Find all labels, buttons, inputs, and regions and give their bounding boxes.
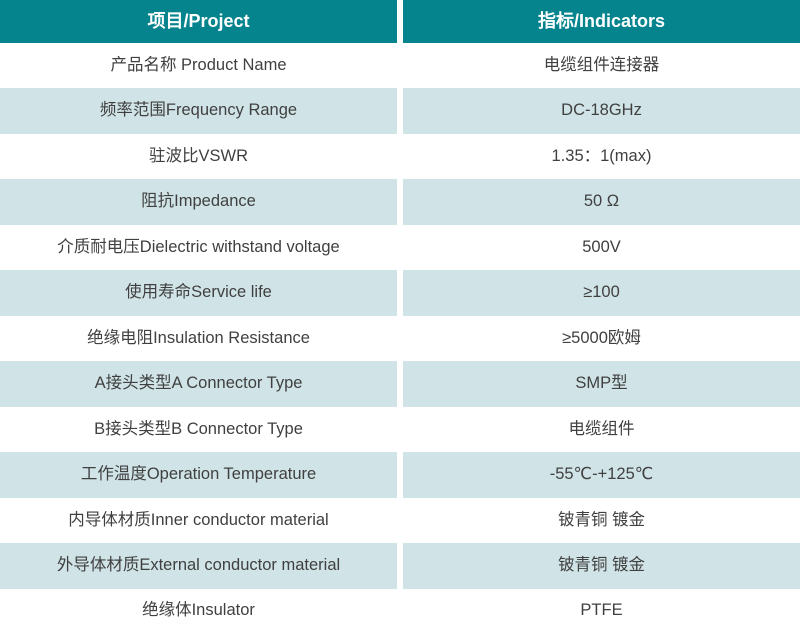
project-cell: 工作温度Operation Temperature	[0, 452, 397, 498]
indicator-cell: ≥5000欧姆	[403, 315, 800, 362]
project-cell: 使用寿命Service life	[0, 270, 397, 316]
table-row-9: B接头类型B Connector Type 电缆组件	[0, 406, 800, 453]
table-row-4: 阻抗Impedance 50 Ω	[0, 179, 800, 225]
project-cell: 驻波比VSWR	[0, 133, 397, 180]
project-cell: 频率范围Frequency Range	[0, 88, 397, 134]
table-row-6: 使用寿命Service life ≥100	[0, 270, 800, 316]
table-header: 项目/Project 指标/Indicators	[0, 0, 800, 43]
table-row-1: 产品名称 Product Name 电缆组件连接器	[0, 43, 800, 89]
table-row-12: 外导体材质External conductor material 铍青铜 镀金	[0, 543, 800, 589]
project-cell: 产品名称 Product Name	[0, 43, 397, 89]
project-cell: 外导体材质External conductor material	[0, 543, 397, 589]
indicator-cell: 电缆组件连接器	[403, 43, 800, 89]
table-row-10: 工作温度Operation Temperature -55℃-+125℃	[0, 452, 800, 498]
project-cell: 阻抗Impedance	[0, 179, 397, 225]
indicator-cell: 50 Ω	[403, 179, 800, 225]
indicator-cell: ≥100	[403, 270, 800, 316]
indicator-cell: DC-18GHz	[403, 88, 800, 134]
table-row-13: 绝缘体Insulator PTFE	[0, 588, 800, 634]
indicator-cell: SMP型	[403, 361, 800, 407]
table-row-3: 驻波比VSWR 1.35：1(max)	[0, 133, 800, 180]
project-cell: A接头类型A Connector Type	[0, 361, 397, 407]
indicator-cell: 1.35：1(max)	[403, 133, 800, 180]
project-cell: 绝缘电阻Insulation Resistance	[0, 315, 397, 362]
header-cell-project: 项目/Project	[0, 0, 397, 43]
table-row-8: A接头类型A Connector Type SMP型	[0, 361, 800, 407]
project-cell: 绝缘体Insulator	[0, 588, 397, 634]
indicator-cell: 电缆组件	[403, 406, 800, 453]
indicator-cell: -55℃-+125℃	[403, 452, 800, 498]
header-cell-indicators: 指标/Indicators	[403, 0, 800, 43]
indicator-cell: 铍青铜 镀金	[403, 543, 800, 589]
table-row-5: 介质耐电压Dielectric withstand voltage 500V	[0, 224, 800, 271]
project-cell: B接头类型B Connector Type	[0, 406, 397, 453]
table-row-7: 绝缘电阻Insulation Resistance ≥5000欧姆	[0, 315, 800, 362]
indicator-cell: PTFE	[403, 588, 800, 634]
indicator-cell: 500V	[403, 224, 800, 271]
table-row-11: 内导体材质Inner conductor material 铍青铜 镀金	[0, 497, 800, 544]
table-row-2: 频率范围Frequency Range DC-18GHz	[0, 88, 800, 134]
project-cell: 内导体材质Inner conductor material	[0, 497, 397, 544]
indicator-cell: 铍青铜 镀金	[403, 497, 800, 544]
project-cell: 介质耐电压Dielectric withstand voltage	[0, 224, 397, 271]
